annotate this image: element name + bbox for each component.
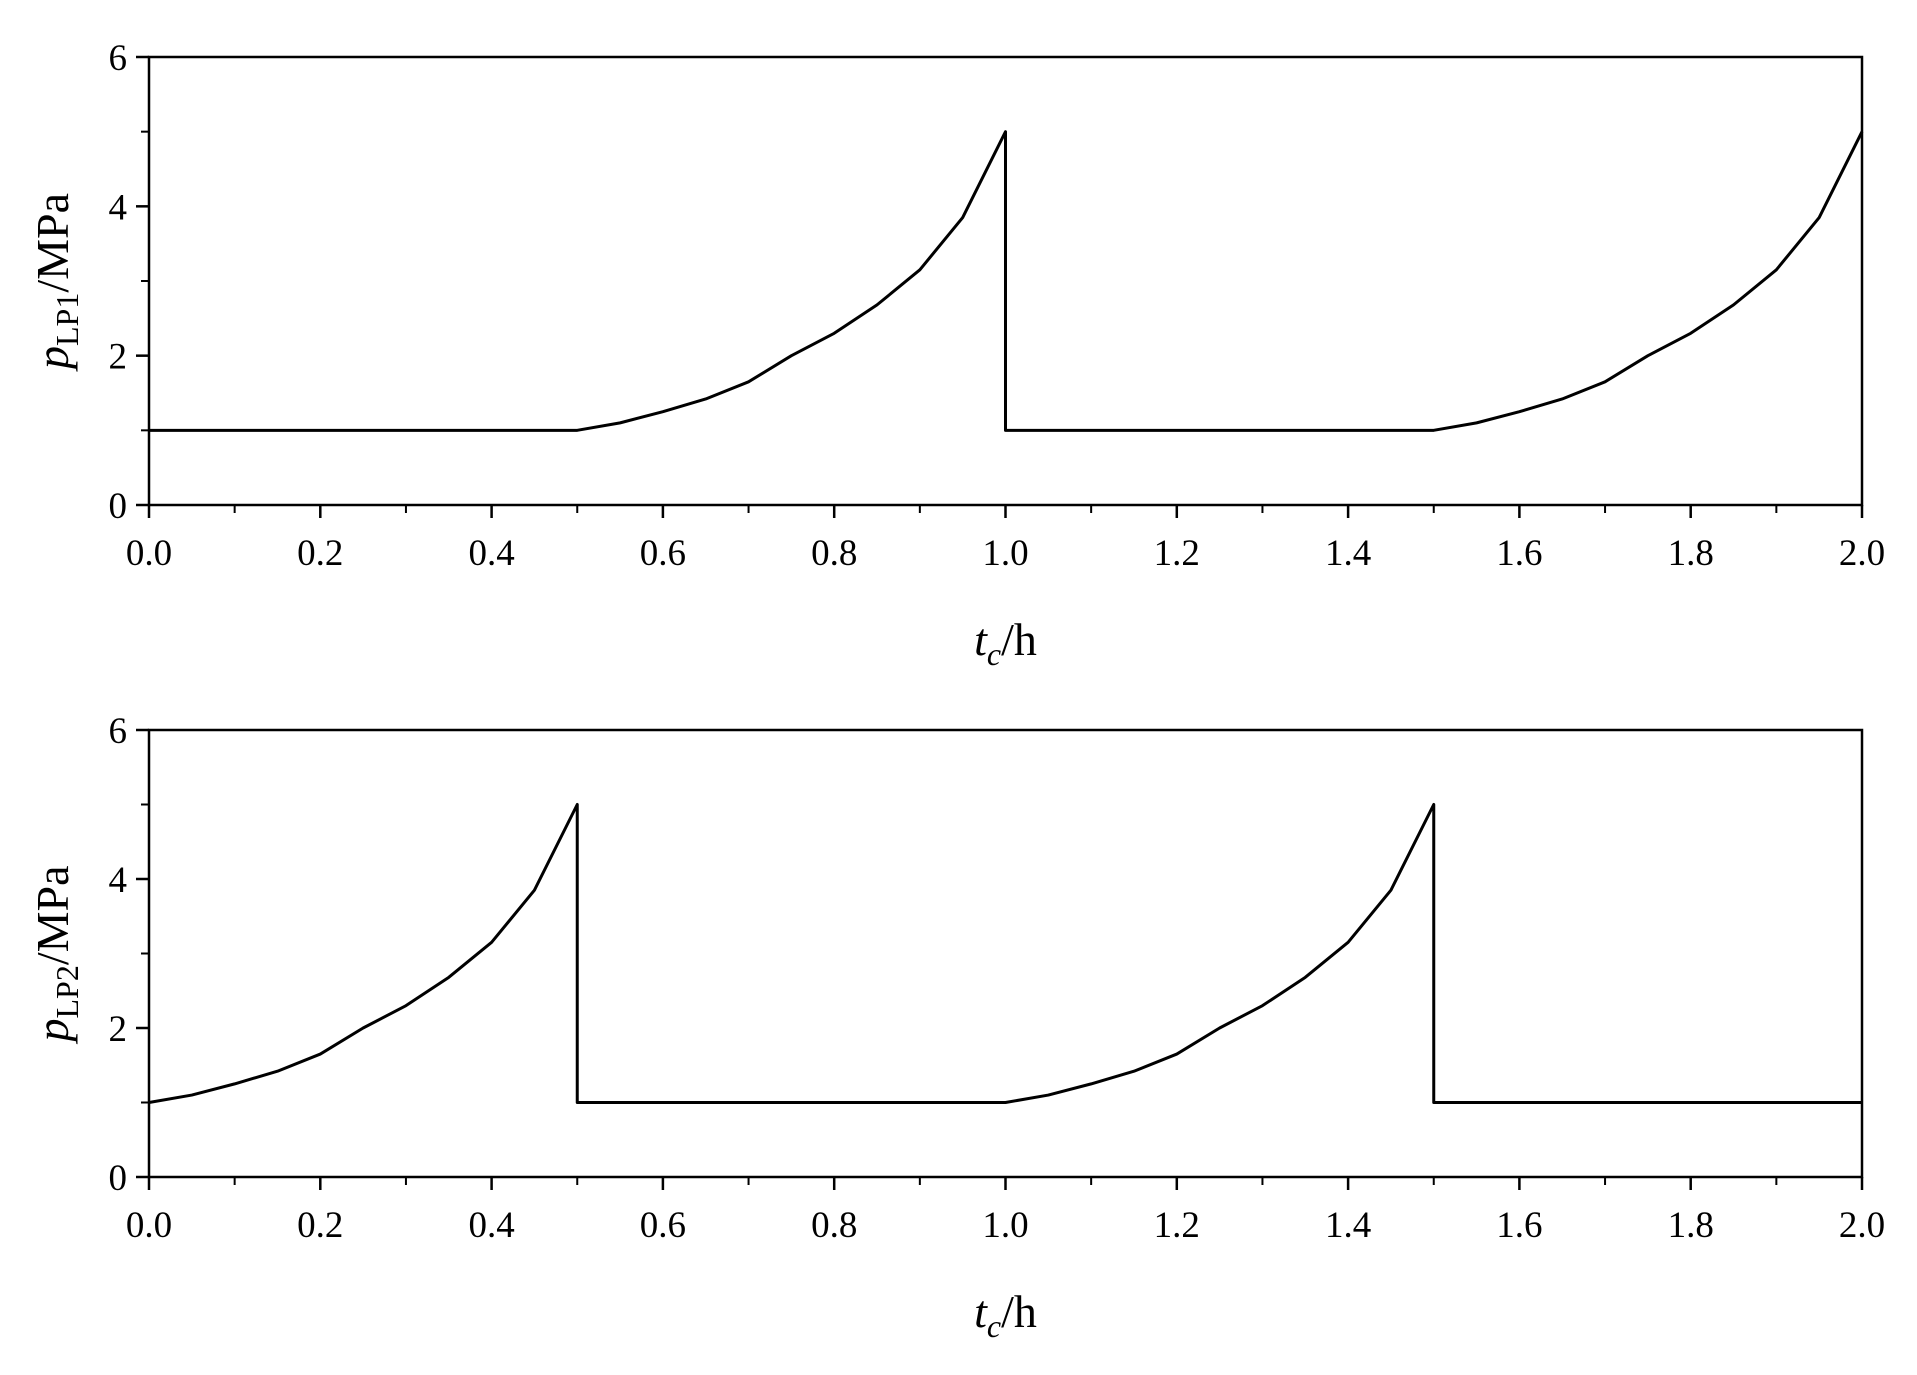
x-tick-label: 0.6 <box>640 533 686 574</box>
y-axis-title: pLP1/MPa <box>27 193 85 372</box>
y-tick-label: 6 <box>109 711 128 752</box>
x-tick-label: 2.0 <box>1839 533 1885 574</box>
y-tick-label: 0 <box>109 486 128 527</box>
data-line <box>149 130 1864 432</box>
x-title-symbol: t <box>974 1286 988 1337</box>
x-tick-label: 0.8 <box>811 533 857 574</box>
x-tick-label: 1.2 <box>1154 533 1200 574</box>
data-line <box>148 803 1862 1104</box>
x-title-unit: /h <box>1001 614 1037 665</box>
x-tick-label: 1.4 <box>1325 1205 1371 1246</box>
plot-frame <box>147 728 1864 1179</box>
y-title-symbol: p <box>27 346 78 372</box>
x-axis-title: tc/h <box>974 614 1037 672</box>
x-tick-label: 0.2 <box>297 1205 343 1246</box>
y-tick-label: 2 <box>109 1009 128 1050</box>
y-title-symbol: p <box>27 1019 78 1045</box>
x-title-subscript: c <box>987 636 1001 672</box>
x-tick-label: 1.8 <box>1668 1205 1714 1246</box>
x-tick-label: 0.2 <box>297 533 343 574</box>
x-tick-label: 1.8 <box>1668 533 1714 574</box>
x-axis-title: tc/h <box>974 1286 1037 1344</box>
y-axis-title: pLP2/MPa <box>27 865 85 1044</box>
y-tick-label: 0 <box>109 1158 128 1199</box>
x-tick-label: 1.0 <box>982 533 1028 574</box>
x-tick-label: 0.4 <box>468 533 514 574</box>
y-title-subscript: LP1 <box>49 293 85 346</box>
x-tick-label: 0.4 <box>468 1205 514 1246</box>
plot: 0.0 0.2 0.4 0.6 0.8 1.0 1.2 1.4 1.6 1.8 2.00246tc/… <box>27 711 1885 1344</box>
x-tick-label: 0.0 <box>126 533 172 574</box>
y-tick-label: 6 <box>109 38 128 79</box>
y-title-unit: /MPa <box>27 193 78 293</box>
x-tick-label: 1.6 <box>1496 1205 1542 1246</box>
y-title-subscript: LP2 <box>49 965 85 1018</box>
x-tick-label: 1.6 <box>1496 533 1542 574</box>
y-tick-label: 4 <box>109 187 128 228</box>
plot: 0.0 0.2 0.4 0.6 0.8 1.0 1.2 1.4 1.6 1.8 2.00246tc/… <box>27 38 1885 672</box>
y-title-unit: /MPa <box>27 865 78 965</box>
x-tick-label: 0.0 <box>126 1205 172 1246</box>
x-title-unit: /h <box>1001 1286 1037 1337</box>
x-title-subscript: c <box>987 1308 1001 1344</box>
y-tick-label: 4 <box>109 860 128 901</box>
y-tick-label: 2 <box>109 337 128 378</box>
x-tick-label: 2.0 <box>1839 1205 1885 1246</box>
x-tick-label: 1.2 <box>1154 1205 1200 1246</box>
x-tick-label: 0.6 <box>640 1205 686 1246</box>
x-tick-label: 0.8 <box>811 1205 857 1246</box>
x-tick-label: 1.0 <box>982 1205 1028 1246</box>
x-tick-label: 1.4 <box>1325 533 1371 574</box>
x-title-symbol: t <box>974 614 988 665</box>
